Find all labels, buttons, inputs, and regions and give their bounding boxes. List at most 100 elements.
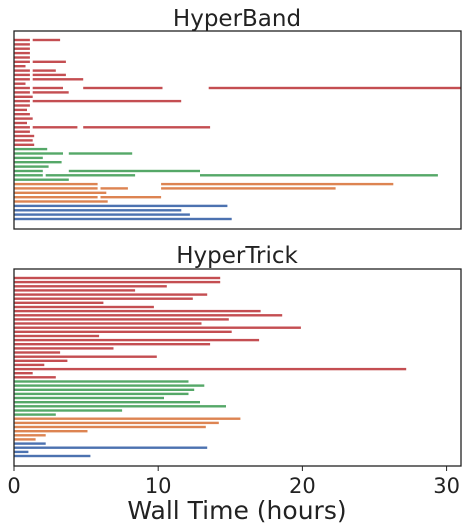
hyperband-bar-5-1 — [32, 60, 66, 63]
x-tick-label-0: 0 — [7, 474, 20, 498]
hyperband-bar-26-0 — [14, 152, 63, 155]
hyperband-bar-12-1 — [32, 91, 69, 94]
hyperband-bar-17-0 — [14, 113, 30, 116]
hyperband-bar-28-0 — [14, 161, 62, 164]
hypertrick-bar-27-0 — [14, 388, 195, 391]
hyperband-bar-37-0 — [14, 200, 108, 203]
hyperband-bar-11-3 — [208, 86, 461, 90]
hypertrick-bars — [14, 276, 407, 458]
hyperband-title: HyperBand — [173, 6, 301, 32]
hyperband-bar-20-1 — [32, 126, 78, 129]
hyperband-bar-30-0 — [14, 169, 43, 173]
hypertrick-bar-32-0 — [14, 409, 123, 412]
hyperband-bar-20-0 — [14, 126, 30, 129]
hyperband-bar-22-0 — [14, 134, 35, 138]
hypertrick-bar-24-0 — [14, 376, 56, 379]
hyperband-bar-31-0 — [14, 174, 43, 177]
hyperband-bar-16-0 — [14, 108, 27, 112]
hypertrick-bar-43-0 — [14, 454, 91, 458]
hyperband-bar-4-0 — [14, 56, 30, 59]
hyperband-bar-0-1 — [32, 38, 61, 42]
hypertrick-panel: HyperTrick — [13, 243, 462, 467]
hypertrick-bar-23-0 — [14, 372, 33, 375]
hyperband-bar-41-0 — [14, 217, 232, 221]
hypertrick-bar-10-0 — [14, 318, 229, 321]
hyperband-bar-31-2 — [200, 174, 438, 177]
hypertrick-bar-19-0 — [14, 355, 157, 358]
hypertrick-bar-31-0 — [14, 405, 226, 408]
hypertrick-bar-35-0 — [14, 421, 219, 425]
hyperband-panel: HyperBand — [13, 6, 462, 230]
hypertrick-bar-18-0 — [14, 351, 61, 354]
hyperband-bar-34-0 — [14, 187, 98, 190]
hypertrick-bar-17-0 — [14, 347, 114, 350]
hypertrick-bar-8-0 — [14, 309, 261, 313]
hyperband-bar-13-0 — [14, 95, 33, 98]
hypertrick-bar-38-0 — [14, 434, 46, 437]
hyperband-bar-31-1 — [45, 174, 136, 177]
hyperband-bar-21-0 — [14, 130, 30, 133]
hyperband-bar-33-0 — [14, 182, 98, 186]
hyperband-bar-19-0 — [14, 121, 27, 125]
hypertrick-bar-22-0 — [14, 367, 407, 371]
hyperband-bar-38-0 — [14, 204, 228, 208]
x-axis-label: Wall Time (hours) — [127, 496, 346, 525]
x-tick-label-2: 20 — [289, 474, 316, 498]
hyperband-bar-3-0 — [14, 51, 30, 55]
x-tick-label-3: 30 — [433, 474, 460, 498]
hyperband-bar-18-0 — [14, 117, 33, 120]
hyperband-bar-7-0 — [14, 69, 30, 72]
hyperband-bar-25-0 — [14, 147, 48, 151]
hyperband-bar-8-0 — [14, 73, 30, 77]
hyperband-bar-6-0 — [14, 65, 26, 68]
hyperband-bar-23-0 — [14, 139, 33, 142]
hypertrick-bar-41-0 — [14, 446, 208, 449]
hyperband-bar-11-1 — [32, 86, 63, 90]
hypertrick-bar-42-0 — [14, 450, 29, 454]
hypertrick-bar-11-0 — [14, 322, 202, 325]
hypertrick-bar-29-0 — [14, 396, 164, 400]
x-tick-label-1: 10 — [145, 474, 172, 498]
hyperband-bar-34-2 — [161, 187, 336, 190]
hyperband-bar-34-1 — [100, 187, 128, 190]
hyperband-bar-5-0 — [14, 60, 30, 63]
hypertrick-bar-34-0 — [14, 417, 241, 420]
x-axis-ticks: 0 10 20 30 — [7, 466, 460, 498]
hypertrick-bar-3-0 — [14, 289, 136, 292]
hyperband-bar-36-0 — [14, 196, 98, 199]
hypertrick-bar-21-0 — [14, 363, 45, 367]
hypertrick-bar-37-0 — [14, 430, 88, 433]
hyperband-bar-8-1 — [32, 73, 66, 77]
hypertrick-bar-6-0 — [14, 301, 104, 304]
hypertrick-bar-7-0 — [14, 305, 154, 309]
hyperband-bar-39-0 — [14, 209, 182, 212]
hyperband-bar-26-1 — [68, 152, 133, 155]
hyperband-bar-7-1 — [32, 69, 56, 72]
hyperband-bar-11-0 — [14, 86, 30, 90]
hyperband-bar-2-0 — [14, 47, 30, 50]
hyperband-bar-29-0 — [14, 165, 49, 168]
hypertrick-bar-16-0 — [14, 343, 211, 346]
hyperband-bar-12-0 — [14, 91, 30, 94]
hypertrick-bar-40-0 — [14, 442, 46, 445]
hypertrick-bar-14-0 — [14, 334, 100, 338]
hyperband-bar-40-0 — [14, 213, 190, 216]
hyperband-bar-0-0 — [14, 38, 30, 42]
hyperband-bar-32-0 — [14, 178, 69, 181]
hyperband-bar-10-0 — [14, 82, 26, 85]
hyperband-bar-14-1 — [32, 99, 182, 103]
hyperband-bar-15-0 — [14, 104, 30, 107]
hypertrick-axes-frame — [13, 268, 462, 467]
hypertrick-bar-39-0 — [14, 438, 36, 441]
hypertrick-bar-26-0 — [14, 384, 205, 387]
hyperband-bar-14-0 — [14, 99, 30, 103]
hypertrick-bar-4-0 — [14, 293, 208, 296]
hyperband-bar-27-0 — [14, 156, 43, 160]
hyperband-bar-36-1 — [100, 196, 162, 199]
hypertrick-bar-15-0 — [14, 338, 260, 342]
hyperband-bar-33-1 — [161, 182, 394, 186]
hypertrick-bar-0-0 — [14, 276, 221, 280]
hyperband-axes-frame — [13, 30, 462, 230]
hypertrick-bar-5-0 — [14, 297, 193, 300]
